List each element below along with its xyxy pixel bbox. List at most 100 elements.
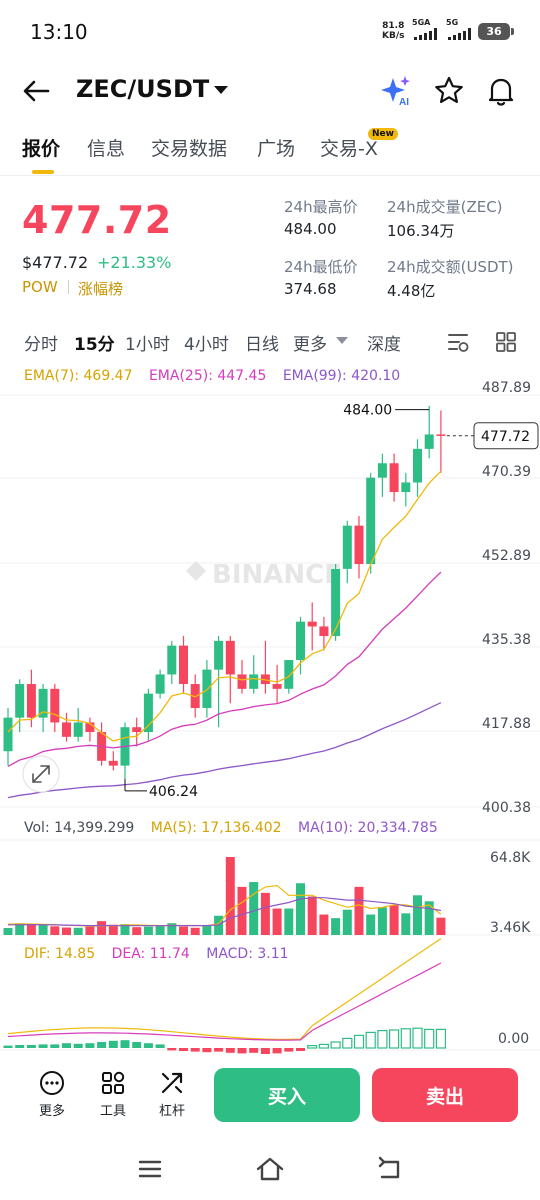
network-speed-unit: KB/s — [382, 31, 405, 41]
pair-title[interactable]: ZEC/USDT — [76, 75, 210, 103]
high-marker-label: 484.00 — [343, 403, 392, 419]
more-caret-icon[interactable] — [336, 337, 348, 344]
macd-value: MACD: 3.11 — [206, 946, 289, 962]
candle-body — [237, 674, 247, 689]
candle-body — [319, 626, 329, 637]
volume-value: 106.34万 — [387, 222, 455, 240]
layout-grid-icon[interactable] — [494, 330, 518, 354]
tab-square[interactable]: 广场 — [257, 138, 296, 160]
tab-trading-data[interactable]: 交易数据 — [151, 138, 228, 160]
macd-bar — [120, 1040, 130, 1048]
interval-depth[interactable]: 深度 — [367, 335, 401, 355]
candle-body — [284, 660, 294, 689]
volume-bar — [50, 926, 60, 935]
interval-1h[interactable]: 1小时 — [125, 335, 170, 355]
volume-axis-label: 3.46K — [490, 920, 531, 936]
candle-body — [15, 684, 25, 718]
ai-sparkle-icon[interactable]: AI — [380, 74, 414, 108]
leverage-tool[interactable]: 杠杆 — [150, 1070, 194, 1126]
ma5-value: MA(5): 17,136.402 — [150, 820, 282, 836]
volume-bar — [401, 913, 411, 935]
price-axis-label: 417.88 — [482, 716, 531, 732]
volume-bar — [85, 926, 95, 935]
star-icon[interactable] — [432, 74, 466, 108]
macd-bar — [190, 1048, 200, 1052]
macd-bar — [365, 1031, 376, 1049]
macd-bar — [62, 1043, 71, 1048]
home-icon[interactable] — [254, 1154, 286, 1184]
ma10-value: MA(10): 20,334.785 — [298, 820, 438, 836]
macd-bar — [97, 1042, 107, 1048]
interval-timeline[interactable]: 分时 — [24, 335, 58, 355]
volume-bar — [26, 924, 36, 935]
volume-legend: Vol: 14,399.299 MA(5): 17,136.402 MA(10)… — [24, 820, 450, 836]
candle-body — [436, 434, 446, 436]
candle-body — [307, 621, 317, 627]
macd-bar — [296, 1048, 305, 1051]
volume-bar — [237, 886, 247, 935]
more-tool[interactable]: 更多 — [30, 1070, 74, 1126]
tools-tool-label: 工具 — [99, 1104, 126, 1119]
price-axis-label: 487.89 — [482, 380, 531, 396]
macd-bar — [132, 1042, 142, 1048]
dif-line — [7, 938, 442, 1040]
dif-value: DIF: 14.85 — [24, 946, 96, 962]
candle-body — [108, 760, 118, 766]
candle-body — [413, 448, 422, 483]
tab-info[interactable]: 信息 — [87, 138, 126, 160]
amount-label: 24h成交额(USDT) — [387, 258, 514, 276]
interval-4h[interactable]: 4小时 — [184, 335, 229, 355]
pair-dropdown-icon[interactable] — [214, 86, 228, 94]
volume-bar — [3, 928, 13, 935]
tab-trade-x[interactable]: 交易-X — [320, 138, 378, 160]
amount-value: 4.48亿 — [387, 282, 436, 300]
bell-icon[interactable] — [484, 74, 518, 108]
macd-bar — [435, 1028, 446, 1049]
interval-1d[interactable]: 日线 — [245, 335, 279, 355]
low-marker-label: 406.24 — [149, 784, 198, 800]
tab-quote[interactable]: 报价 — [22, 138, 61, 160]
volume-bar — [143, 926, 153, 935]
interval-more[interactable]: 更多 — [293, 335, 327, 355]
volume-bar — [307, 896, 317, 935]
sell-button[interactable]: 卖出 — [372, 1068, 518, 1122]
buy-button[interactable]: 买入 — [214, 1068, 360, 1122]
low-value: 374.68 — [284, 280, 337, 298]
status-time: 13:10 — [30, 20, 88, 44]
battery-icon: 36 — [478, 23, 514, 40]
macd-bar — [225, 1048, 235, 1053]
tag-pow[interactable]: POW — [22, 278, 58, 296]
svg-text:AI: AI — [399, 97, 409, 108]
candle-body — [401, 482, 411, 493]
back-arrow-icon[interactable] — [20, 76, 54, 106]
volume-bar — [155, 925, 165, 935]
macd-legend: DIF: 14.85 DEA: 11.74 MACD: 3.11 — [24, 946, 301, 962]
volume-bar — [167, 923, 177, 935]
current-price-tag — [473, 422, 539, 450]
macd-bar — [167, 1048, 177, 1051]
candle-body — [132, 727, 142, 733]
price-change: +21.33% — [97, 253, 172, 272]
indicator-settings-icon[interactable] — [446, 330, 470, 354]
back-nav-icon[interactable] — [374, 1154, 406, 1184]
interval-15m[interactable]: 15分 — [74, 335, 115, 355]
network-speed-value: 81.8 — [382, 21, 405, 31]
macd-bar — [155, 1044, 165, 1048]
kline-chart[interactable]: BINANCE 487.89 470.39 452.89 435.38 417.88 400… — [0, 360, 540, 1060]
volume-axis-label: 64.8K — [490, 850, 531, 866]
ema-legend: EMA(7): 469.47 EMA(25): 447.45 EMA(99): … — [24, 368, 412, 384]
volume-bar — [296, 883, 305, 935]
macd-bar — [284, 1048, 294, 1052]
volume-bar — [284, 908, 294, 935]
tag-gainers[interactable]: 涨幅榜 — [78, 280, 124, 298]
signal-5g-label: 5G — [446, 18, 459, 27]
macd-axis-label: 0.00 — [498, 1031, 529, 1047]
volume-bar — [436, 917, 446, 935]
candle-body — [143, 693, 153, 733]
binance-logo-icon — [186, 561, 206, 581]
menu-lines-icon[interactable] — [134, 1154, 166, 1184]
candle-body — [38, 688, 48, 718]
volume-bar — [225, 857, 235, 935]
more-tool-label: 更多 — [38, 1104, 65, 1119]
tools-tool[interactable]: 工具 — [91, 1070, 135, 1126]
